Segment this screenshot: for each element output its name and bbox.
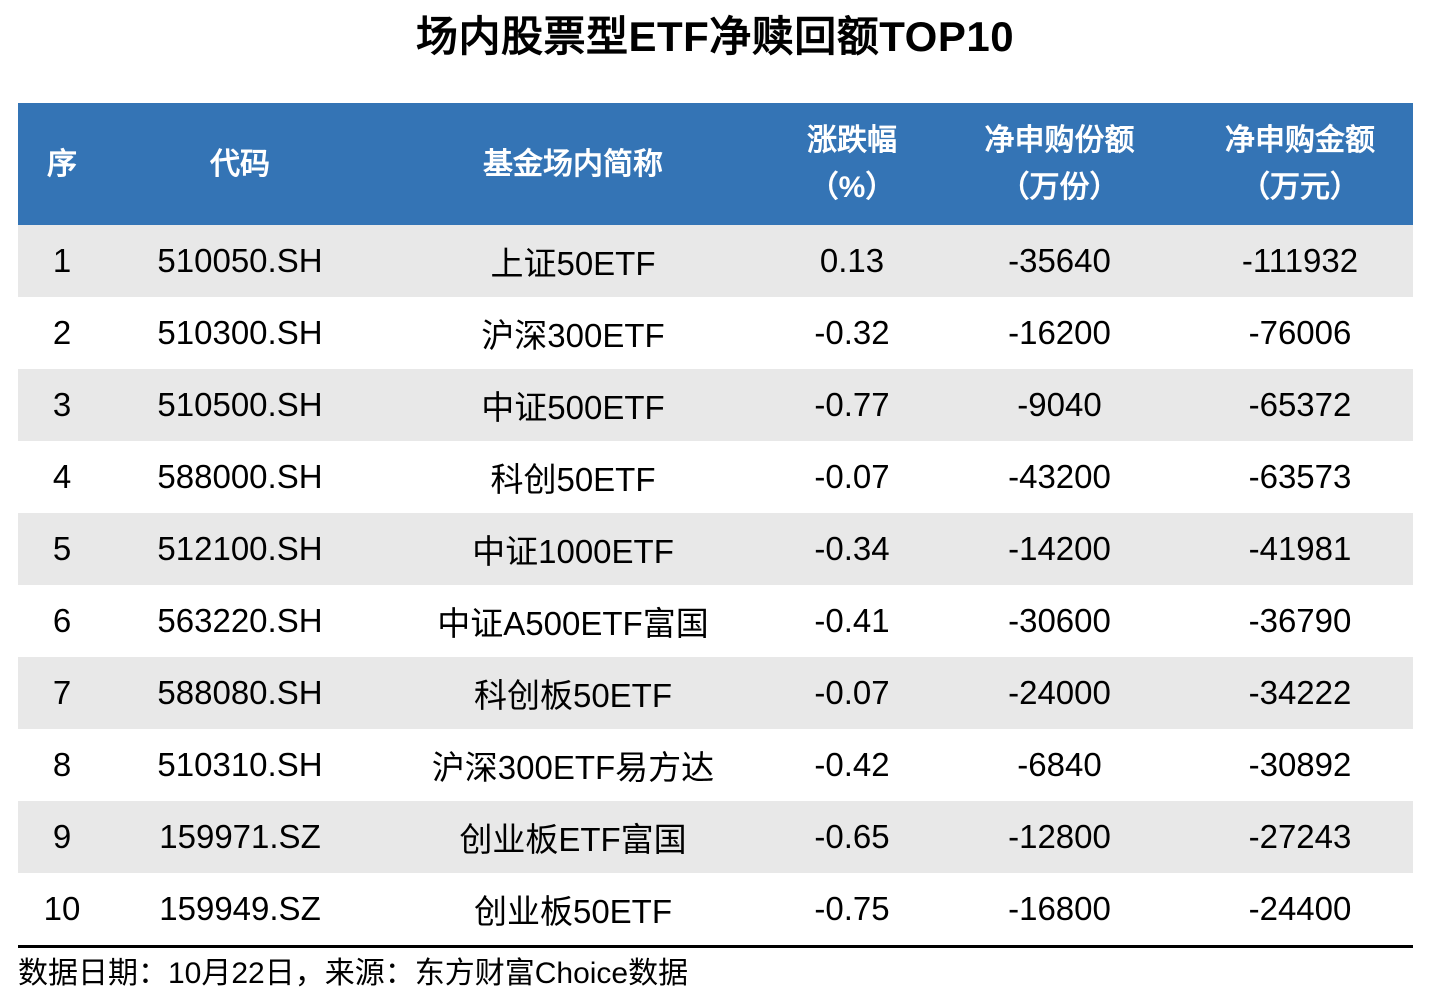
cell-no: 9 [18, 801, 106, 873]
col-header-no-label: 序 [47, 147, 77, 181]
cell-name: 创业板ETF富国 [374, 801, 772, 873]
col-header-name: 基金场内简称 [374, 103, 772, 225]
cell-name: 中证A500ETF富国 [374, 585, 772, 657]
table-row: 5 512100.SH 中证1000ETF -0.34 -14200 -41981 [18, 513, 1413, 585]
cell-name: 中证1000ETF [374, 513, 772, 585]
table-row: 1 510050.SH 上证50ETF 0.13 -35640 -111932 [18, 225, 1413, 297]
cell-change-pct: -0.65 [772, 801, 932, 873]
etf-table: 序 代码 基金场内简称 涨跌幅 （%） 净申购份额 （万份） [18, 103, 1413, 945]
cell-name: 科创板50ETF [374, 657, 772, 729]
table-row: 4 588000.SH 科创50ETF -0.07 -43200 -63573 [18, 441, 1413, 513]
cell-no: 8 [18, 729, 106, 801]
table-row: 2 510300.SH 沪深300ETF -0.32 -16200 -76006 [18, 297, 1413, 369]
table-row: 7 588080.SH 科创板50ETF -0.07 -24000 -34222 [18, 657, 1413, 729]
cell-net-shares-wan: -16800 [932, 873, 1187, 945]
cell-net-amount-wan: -24400 [1187, 873, 1413, 945]
header-row: 序 代码 基金场内简称 涨跌幅 （%） 净申购份额 （万份） [18, 103, 1413, 225]
source-note: 数据日期：10月22日，来源：东方财富Choice数据 [18, 957, 689, 990]
col-header-code-label: 代码 [210, 147, 270, 181]
cell-net-shares-wan: -9040 [932, 369, 1187, 441]
cell-code: 588000.SH [106, 441, 374, 513]
col-header-net-amount: 净申购金额 （万元） [1187, 103, 1413, 225]
col-header-net-amount-label: 净申购金额 [1225, 124, 1375, 157]
col-header-net-shares: 净申购份额 （万份） [932, 103, 1187, 225]
cell-name: 沪深300ETF易方达 [374, 729, 772, 801]
cell-code: 588080.SH [106, 657, 374, 729]
cell-no: 2 [18, 297, 106, 369]
col-header-net-amount-unit: （万元） [1240, 171, 1360, 204]
cell-change-pct: -0.34 [772, 513, 932, 585]
table-header: 序 代码 基金场内简称 涨跌幅 （%） 净申购份额 （万份） [18, 103, 1413, 225]
cell-net-amount-wan: -76006 [1187, 297, 1413, 369]
cell-code: 510310.SH [106, 729, 374, 801]
cell-change-pct: -0.75 [772, 873, 932, 945]
cell-name: 创业板50ETF [374, 873, 772, 945]
cell-net-shares-wan: -12800 [932, 801, 1187, 873]
cell-name: 科创50ETF [374, 441, 772, 513]
col-header-net-shares-label: 净申购份额 [984, 124, 1135, 157]
col-header-net-shares-unit: （万份） [999, 171, 1120, 204]
cell-net-amount-wan: -36790 [1187, 585, 1413, 657]
cell-code: 510050.SH [106, 225, 374, 297]
etf-table-container: 序 代码 基金场内简称 涨跌幅 （%） 净申购份额 （万份） [18, 103, 1413, 945]
cell-net-amount-wan: -27243 [1187, 801, 1413, 873]
table-bottom-border [18, 945, 1413, 948]
cell-net-shares-wan: -14200 [932, 513, 1187, 585]
cell-no: 10 [18, 873, 106, 945]
cell-code: 510500.SH [106, 369, 374, 441]
cell-name: 沪深300ETF [374, 297, 772, 369]
page-title: 场内股票型ETF净赎回额TOP10 [415, 13, 1015, 60]
cell-name: 中证500ETF [374, 369, 772, 441]
cell-net-shares-wan: -6840 [932, 729, 1187, 801]
cell-name: 上证50ETF [374, 225, 772, 297]
col-header-no: 序 [18, 103, 106, 225]
cell-no: 3 [18, 369, 106, 441]
cell-net-amount-wan: -63573 [1187, 441, 1413, 513]
cell-change-pct: -0.41 [772, 585, 932, 657]
cell-change-pct: -0.77 [772, 369, 932, 441]
cell-change-pct: -0.07 [772, 657, 932, 729]
cell-net-amount-wan: -111932 [1187, 225, 1413, 297]
table-row: 6 563220.SH 中证A500ETF富国 -0.41 -30600 -36790 [18, 585, 1413, 657]
col-header-code: 代码 [106, 103, 374, 225]
cell-no: 7 [18, 657, 106, 729]
cell-code: 510300.SH [106, 297, 374, 369]
table-row: 9 159971.SZ 创业板ETF富国 -0.65 -12800 -27243 [18, 801, 1413, 873]
cell-change-pct: 0.13 [772, 225, 932, 297]
cell-no: 6 [18, 585, 106, 657]
cell-net-shares-wan: -35640 [932, 225, 1187, 297]
table-row: 10 159949.SZ 创业板50ETF -0.75 -16800 -24400 [18, 873, 1413, 945]
cell-code: 563220.SH [106, 585, 374, 657]
col-header-name-label: 基金场内简称 [483, 147, 663, 181]
cell-change-pct: -0.07 [772, 441, 932, 513]
table-body: 1 510050.SH 上证50ETF 0.13 -35640 -111932 2 51030… [18, 225, 1413, 945]
cell-no: 1 [18, 225, 106, 297]
cell-net-shares-wan: -30600 [932, 585, 1187, 657]
cell-net-amount-wan: -34222 [1187, 657, 1413, 729]
cell-code: 159971.SZ [106, 801, 374, 873]
table-row: 8 510310.SH 沪深300ETF易方达 -0.42 -6840 -30892 [18, 729, 1413, 801]
cell-net-amount-wan: -65372 [1187, 369, 1413, 441]
cell-code: 159949.SZ [106, 873, 374, 945]
cell-net-shares-wan: -24000 [932, 657, 1187, 729]
cell-net-amount-wan: -41981 [1187, 513, 1413, 585]
cell-no: 4 [18, 441, 106, 513]
cell-net-amount-wan: -30892 [1187, 729, 1413, 801]
col-header-change-pct: 涨跌幅 （%） [772, 103, 932, 225]
col-header-change-pct-unit: （%） [808, 171, 896, 204]
col-header-change-pct-label: 涨跌幅 [807, 124, 897, 157]
cell-no: 5 [18, 513, 106, 585]
cell-net-shares-wan: -16200 [932, 297, 1187, 369]
table-row: 3 510500.SH 中证500ETF -0.77 -9040 -65372 [18, 369, 1413, 441]
cell-change-pct: -0.42 [772, 729, 932, 801]
cell-net-shares-wan: -43200 [932, 441, 1187, 513]
cell-change-pct: -0.32 [772, 297, 932, 369]
cell-code: 512100.SH [106, 513, 374, 585]
